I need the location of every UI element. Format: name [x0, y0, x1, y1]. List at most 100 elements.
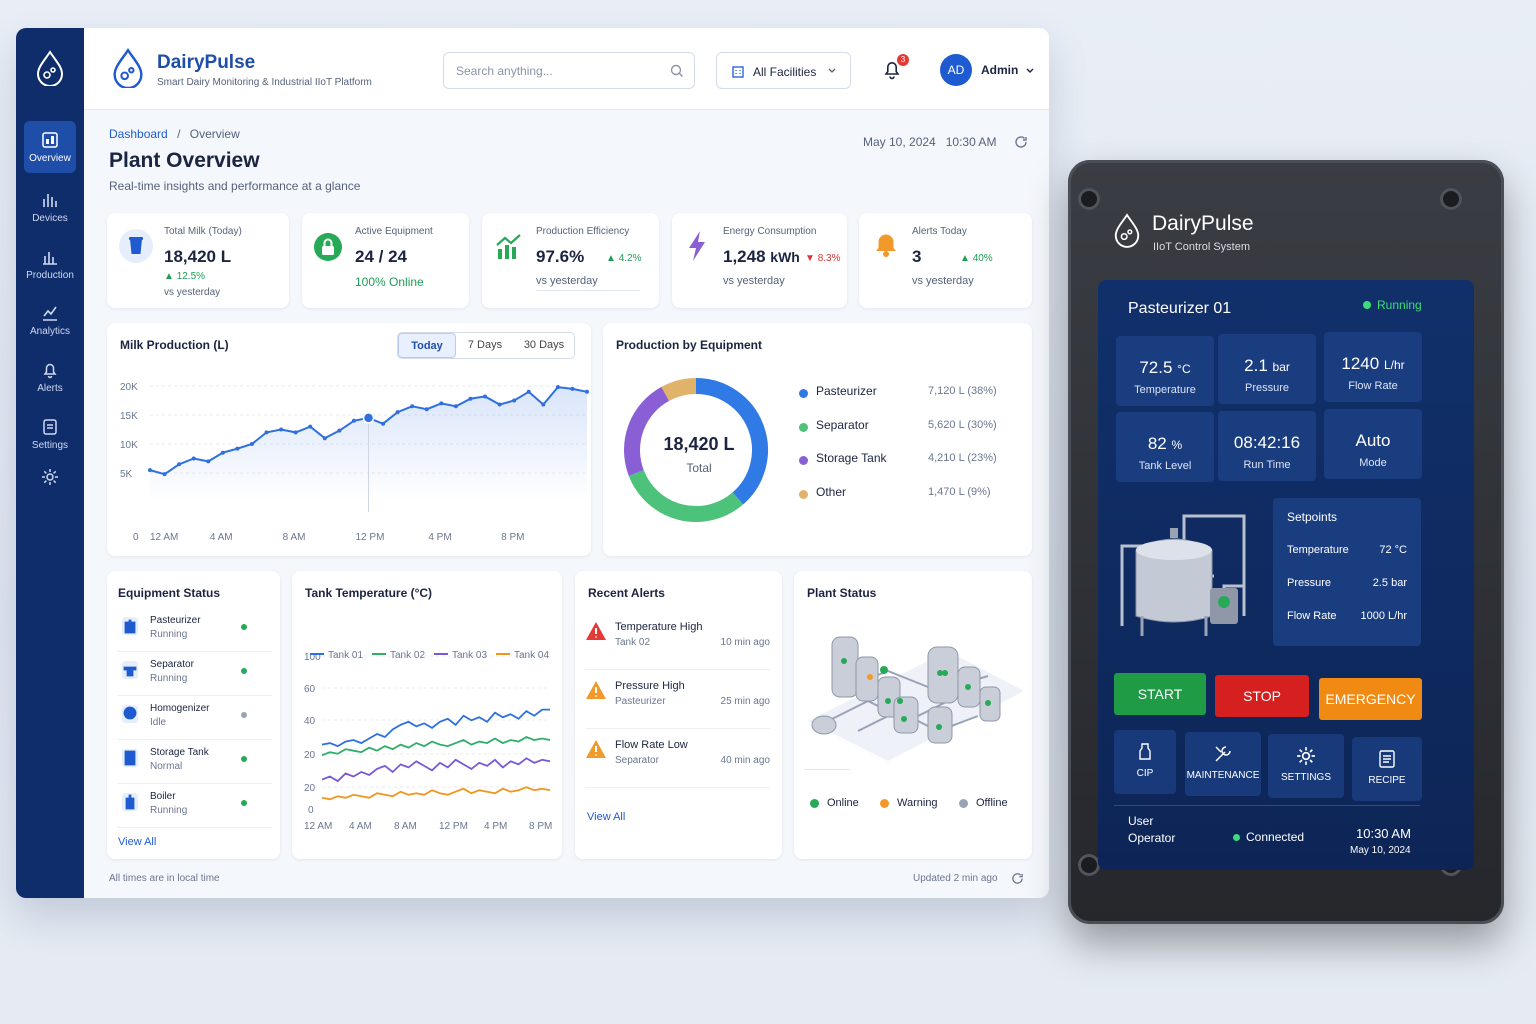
breadcrumb-dashboard[interactable]: Dashboard	[109, 127, 168, 141]
equipment-name: Homogenizer	[150, 703, 210, 714]
start-button[interactable]: START	[1114, 673, 1206, 715]
data-point[interactable]	[264, 430, 269, 435]
data-point[interactable]	[526, 389, 531, 394]
data-point[interactable]	[512, 398, 517, 403]
data-point[interactable]	[337, 428, 342, 433]
data-point[interactable]	[293, 430, 298, 435]
search-input[interactable]	[456, 64, 656, 78]
equipment-row[interactable]: Pasteurizer Running	[117, 609, 272, 652]
data-point[interactable]	[497, 402, 502, 407]
data-point[interactable]	[279, 427, 284, 432]
sidebar-item-settings[interactable]: Settings	[24, 408, 76, 460]
hmi-tile: 08:42:16 Run Time	[1218, 411, 1316, 481]
data-point[interactable]	[351, 418, 356, 423]
data-point[interactable]	[362, 412, 375, 424]
search-box[interactable]	[443, 52, 695, 89]
x-tick-label: 8 AM	[394, 821, 417, 832]
alert-row[interactable]: Flow Rate Low Separator 40 min ago	[585, 729, 770, 788]
app-subtitle: Smart Dairy Monitoring & Industrial IIoT…	[157, 77, 372, 88]
kpi-sub: 100% Online	[355, 275, 424, 289]
data-point[interactable]	[424, 407, 429, 412]
tab-today[interactable]: Today	[398, 333, 456, 358]
setpoints-panel: Setpoints Temperature 72 °C Pressure 2.5…	[1273, 498, 1421, 646]
sidebar-item-alerts[interactable]: Alerts	[24, 351, 76, 403]
data-point[interactable]	[570, 386, 575, 391]
data-point[interactable]	[148, 468, 152, 473]
hmi-tile-unit: bar	[1272, 360, 1290, 374]
tab-30-days[interactable]: 30 Days	[523, 339, 565, 351]
data-point[interactable]	[191, 456, 196, 461]
y-tick-label: 100	[304, 652, 321, 663]
data-point[interactable]	[410, 404, 415, 409]
sidebar-item-production[interactable]: Production	[24, 238, 76, 290]
kpi-change-value: 12.5%	[176, 271, 206, 282]
search-icon[interactable]	[670, 64, 684, 78]
breadcrumb-current: Overview	[189, 127, 240, 141]
data-point[interactable]	[555, 385, 560, 390]
donut-slice[interactable]	[624, 386, 670, 476]
data-point[interactable]	[395, 410, 400, 415]
view-all-equipment-link[interactable]: View All	[118, 836, 157, 848]
data-point[interactable]	[468, 396, 473, 401]
data-point[interactable]	[483, 394, 488, 399]
donut-slice[interactable]	[661, 378, 697, 402]
status-dot-icon	[241, 712, 247, 718]
refresh-icon[interactable]	[1011, 872, 1024, 885]
hmi-user: Operator	[1128, 831, 1176, 845]
setpoint-value[interactable]: 2.5 bar	[1372, 577, 1407, 589]
hmi-time: 10:30 AM	[1356, 826, 1411, 841]
data-point[interactable]	[585, 389, 589, 394]
sidebar-item-devices[interactable]: Devices	[24, 181, 76, 233]
status-dot-icon	[241, 668, 247, 674]
hmi-tile-label: Tank Level	[1138, 460, 1192, 472]
donut-slice[interactable]	[695, 378, 768, 505]
data-point[interactable]	[235, 446, 240, 451]
data-point[interactable]	[308, 424, 313, 429]
sidebar-item-analytics[interactable]: Analytics	[24, 294, 76, 346]
refresh-icon[interactable]	[1014, 135, 1028, 149]
setpoints-title: Setpoints	[1287, 510, 1338, 524]
data-point[interactable]	[177, 462, 182, 467]
legend-label: Tank 03	[452, 650, 487, 661]
recipe-button[interactable]: RECIPE	[1352, 737, 1422, 801]
maintenance-button[interactable]: MAINTENANCE	[1185, 732, 1261, 796]
stop-button[interactable]: STOP	[1215, 675, 1309, 717]
notification-bell-icon[interactable]	[882, 58, 902, 80]
equipment-row[interactable]: Separator Running	[117, 653, 272, 696]
data-point[interactable]	[541, 402, 546, 407]
emergency-button[interactable]: EMERGENCY	[1319, 678, 1422, 720]
equipment-row[interactable]: Boiler Running	[117, 785, 272, 828]
equipment-row[interactable]: Homogenizer Idle	[117, 697, 272, 740]
user-menu[interactable]: Admin	[981, 63, 1034, 77]
data-point[interactable]	[220, 450, 225, 455]
gear-icon[interactable]	[41, 468, 59, 486]
settings-button[interactable]: SETTINGS	[1268, 734, 1344, 798]
overview-icon	[42, 132, 58, 148]
data-point[interactable]	[249, 442, 254, 446]
data-point[interactable]	[453, 404, 458, 409]
data-point[interactable]	[322, 436, 327, 441]
setpoint-value[interactable]: 1000 L/hr	[1360, 610, 1407, 622]
avatar[interactable]: AD	[940, 54, 972, 86]
facility-select[interactable]: All Facilities	[716, 52, 851, 89]
tab-7-days[interactable]: 7 Days	[467, 339, 503, 351]
data-point[interactable]	[206, 459, 211, 464]
alert-row[interactable]: Temperature High Tank 02 10 min ago	[585, 611, 770, 670]
setpoint-value[interactable]: 72 °C	[1379, 544, 1407, 556]
data-point[interactable]	[162, 472, 167, 477]
equipment-row[interactable]: Storage Tank Normal	[117, 741, 272, 784]
sidebar-item-overview[interactable]: Overview	[24, 121, 76, 173]
soft-button-label: CIP	[1136, 768, 1154, 779]
hmi-state: Running	[1363, 298, 1422, 312]
hmi-tile-value: 1240 L/hr	[1324, 354, 1422, 374]
view-all-alerts-link[interactable]: View All	[587, 811, 626, 823]
data-point[interactable]	[439, 401, 444, 406]
devices-icon	[43, 194, 57, 207]
kpi-value: 24 / 24	[355, 247, 407, 266]
donut-slice[interactable]	[628, 469, 744, 522]
x-tick-label: 12 PM	[356, 532, 385, 543]
alert-row[interactable]: Pressure High Pasteurizer 25 min ago	[585, 670, 770, 729]
cip-button[interactable]: CIP	[1114, 730, 1176, 794]
data-point[interactable]	[381, 421, 386, 426]
kpi-label: Active Equipment	[355, 226, 433, 237]
